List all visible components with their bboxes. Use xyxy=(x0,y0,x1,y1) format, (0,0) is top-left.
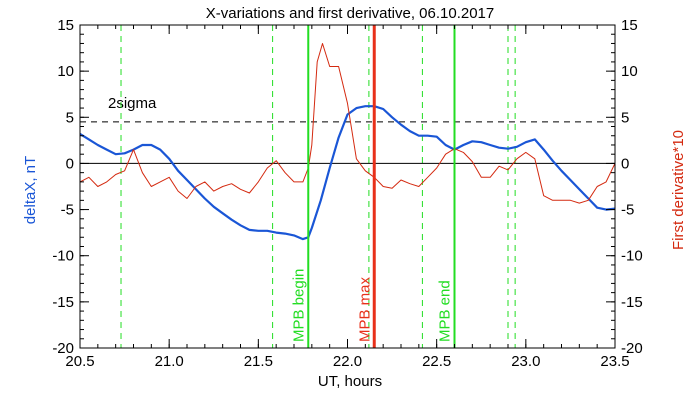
y-tick-label-right: -5 xyxy=(621,202,634,219)
y-tick-label-right: -20 xyxy=(621,340,643,357)
plot-frame xyxy=(79,24,616,349)
x-tick-label: 22.0 xyxy=(333,353,362,370)
x-tick-label: 22.5 xyxy=(422,353,451,370)
y-tick-label-right: -10 xyxy=(621,248,643,265)
y-tick-label-left: -10 xyxy=(52,248,74,265)
y-tick-label-left: 15 xyxy=(57,17,74,34)
sigma-label: 2sigma xyxy=(108,95,157,112)
x-axis-label: UT, hours xyxy=(318,373,382,390)
deltax-series-line xyxy=(79,105,616,241)
y-tick-label-left: 10 xyxy=(57,63,74,80)
y-tick-label-left: 0 xyxy=(66,155,74,172)
y-tick-label-right: 5 xyxy=(621,109,629,126)
y-tick-label-left: -5 xyxy=(61,202,74,219)
x-tick-label: 23.5 xyxy=(600,353,629,370)
x-tick-label: 23.0 xyxy=(511,353,540,370)
chart-title: X-variations and first derivative, 06.10… xyxy=(206,5,495,22)
y-axis-label-right: First derivative*10 xyxy=(670,130,687,250)
y-tick-label-right: 15 xyxy=(621,17,638,34)
derivative-series-line xyxy=(79,43,616,204)
x-tick-label: 21.0 xyxy=(155,353,184,370)
y-tick-label-right: 0 xyxy=(621,155,629,172)
y-tick-label-right: -15 xyxy=(621,294,643,311)
y-tick-label-left: -20 xyxy=(52,340,74,357)
x-tick-label: 20.5 xyxy=(65,353,94,370)
mpb-marker-label: MPB begin xyxy=(290,269,307,342)
mpb-marker-label: MPB end xyxy=(437,280,454,342)
y-tick-label-left: 5 xyxy=(66,109,74,126)
y-axis-label-left: deltaX, nT xyxy=(22,156,39,224)
x-tick-label: 21.5 xyxy=(244,353,273,370)
y-tick-label-right: 10 xyxy=(621,63,638,80)
y-tick-label-left: -15 xyxy=(52,294,74,311)
mpb-marker-label: MPB max xyxy=(356,276,373,342)
